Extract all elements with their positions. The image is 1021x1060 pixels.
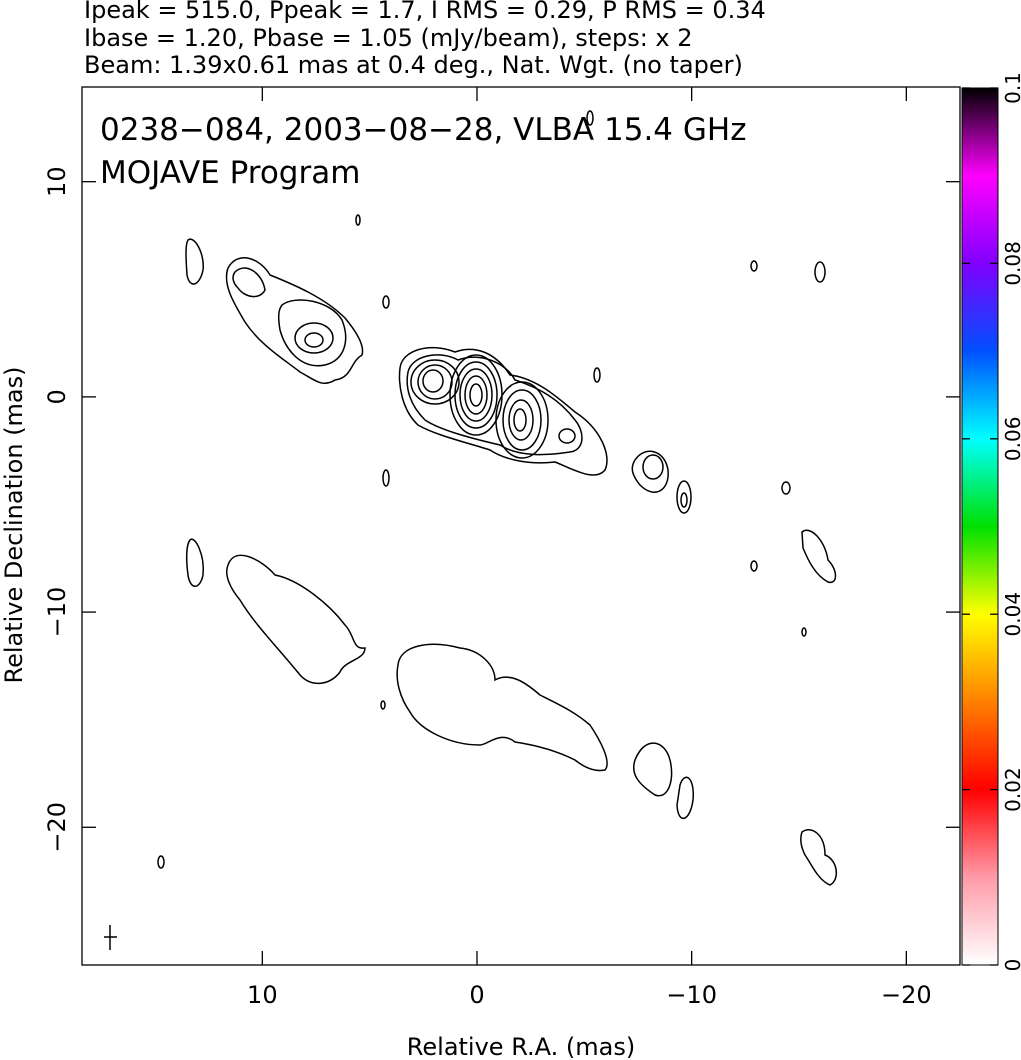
contour [642, 454, 664, 480]
contour [406, 354, 583, 456]
y-tick-label: 0 [43, 389, 71, 404]
contour [800, 829, 837, 886]
contour [502, 389, 542, 451]
contour [382, 295, 390, 309]
contour [185, 238, 204, 285]
colorbar-tick-label: 0.1 [1001, 72, 1021, 104]
y-tick-label: 10 [43, 166, 71, 197]
x-tick-label: 10 [247, 981, 278, 1009]
contour [676, 480, 692, 514]
plot-frame [81, 86, 961, 966]
x-tick-label: −10 [666, 981, 717, 1009]
contour-map [104, 110, 837, 950]
y-tick-label: −10 [43, 587, 71, 638]
contour [410, 359, 460, 405]
contour [355, 214, 361, 226]
contour [380, 700, 386, 710]
contour [586, 110, 594, 126]
contour [750, 560, 758, 572]
contour [558, 428, 576, 444]
contour [449, 354, 503, 436]
contour [232, 267, 266, 298]
contour [157, 855, 165, 869]
contour [631, 450, 669, 493]
x-axis-label: Relative R.A. (mas) [407, 1033, 635, 1060]
contour [459, 368, 493, 422]
contour [382, 469, 390, 487]
contour [513, 408, 527, 432]
contour [225, 257, 364, 384]
contour [750, 260, 758, 272]
contour [277, 299, 347, 367]
y-axis-label: Relative Declination (mas) [0, 366, 28, 683]
contour [304, 332, 324, 348]
contour [508, 399, 534, 441]
contour [294, 322, 334, 354]
contour [469, 383, 483, 407]
contour [422, 369, 444, 393]
x-tick-label: 0 [469, 981, 484, 1009]
y-tick-label: −20 [43, 802, 71, 853]
colorbar [961, 87, 999, 966]
contour [398, 346, 608, 476]
colorbar-tick-label: 0.08 [1001, 241, 1021, 286]
header-line: Beam: 1.39x0.61 mas at 0.4 deg., Nat. Wg… [84, 51, 743, 79]
contour [454, 361, 498, 429]
contour [396, 643, 608, 772]
contour [633, 742, 673, 797]
colorbar-tick-label: 0 [1001, 959, 1021, 972]
contour [680, 492, 688, 508]
contour [814, 261, 826, 283]
contour [676, 776, 694, 819]
colorbar-tick-label: 0.04 [1001, 592, 1021, 637]
contour [226, 554, 366, 684]
contour [801, 627, 807, 637]
contour [593, 367, 601, 383]
plot-subtitle: MOJAVE Program [100, 155, 360, 191]
contour [781, 481, 791, 495]
header-line: Ipeak = 515.0, Ppeak = 1.7, I RMS = 0.29… [84, 0, 766, 24]
contour [464, 375, 488, 415]
x-tick-label: −20 [881, 981, 932, 1009]
beam-cross [104, 925, 117, 950]
colorbar-tick-label: 0.06 [1001, 417, 1021, 462]
contour [801, 529, 837, 584]
colorbar-tick-label: 0.02 [1001, 767, 1021, 812]
plot-title: 0238−084, 2003−08−28, VLBA 15.4 GHz [100, 112, 746, 148]
header-line: Ibase = 1.20, Pbase = 1.05 (mJy/beam), s… [84, 24, 693, 52]
contour [185, 538, 204, 587]
contour [495, 381, 549, 459]
